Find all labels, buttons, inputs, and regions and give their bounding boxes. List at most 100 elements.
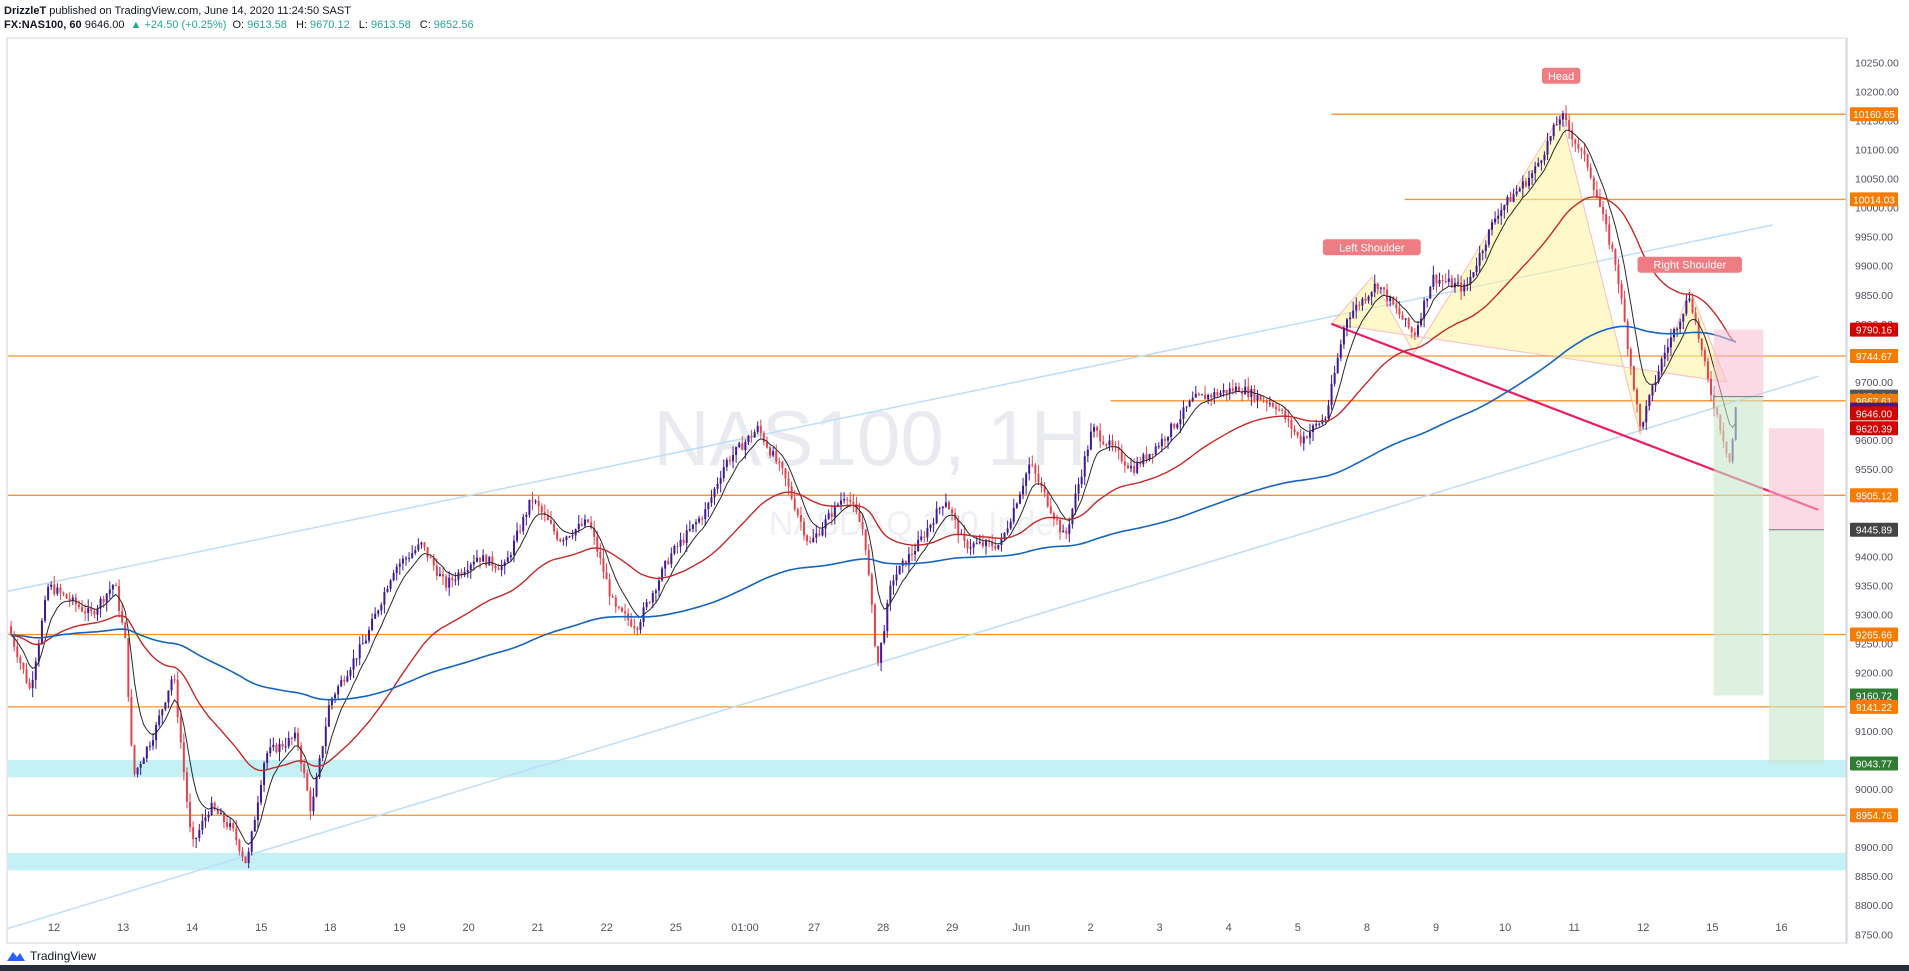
candle-body [364, 640, 367, 644]
annotation-label-1: Left Shoulder [1339, 242, 1405, 254]
candle-body [1398, 308, 1401, 315]
candle-body [77, 604, 80, 607]
candle-body [923, 536, 926, 538]
candle-body [806, 535, 809, 542]
y-tick-label: 8850.00 [1855, 871, 1893, 883]
candle-body [1685, 300, 1688, 314]
candle-body [571, 535, 574, 537]
candle-body [1561, 113, 1564, 120]
candle-body [525, 514, 528, 517]
candle-body [1364, 298, 1367, 301]
candle-body [1068, 524, 1071, 534]
candle-body [1521, 181, 1524, 189]
candle-body [781, 462, 784, 469]
support-zone-1 [8, 852, 1846, 871]
candle-body [281, 743, 284, 747]
x-tick-label: 4 [1226, 922, 1232, 934]
candle-body [605, 572, 608, 580]
candle-body [1611, 244, 1614, 249]
trade-0-stop-zone [1713, 329, 1764, 397]
candle-body [22, 662, 25, 670]
candle-body [787, 478, 790, 487]
author-name[interactable]: DrizzleT [4, 5, 47, 17]
candle-body [1361, 298, 1364, 306]
candle-body [1651, 385, 1654, 396]
candle-body [611, 596, 614, 598]
candle-body [1617, 264, 1620, 285]
candle-body [463, 571, 466, 575]
candle-body [1571, 130, 1574, 140]
watermark-line1: NAS100, 1H [653, 394, 1087, 482]
candle-body [796, 509, 799, 516]
candle-body [216, 809, 219, 815]
y-tick-label: 9100.00 [1855, 726, 1893, 738]
candle-body [1219, 392, 1222, 396]
tradingview-brand[interactable]: TradingView [6, 949, 96, 963]
candle-body [846, 499, 849, 501]
candle-body [398, 563, 401, 567]
candle-body [664, 561, 667, 569]
y-tick-label: 10050.00 [1855, 174, 1899, 186]
x-tick-label: 22 [601, 922, 613, 934]
candle-body [469, 564, 472, 570]
candle-body [383, 591, 386, 605]
high-label: H: [295, 19, 307, 31]
candle-body [617, 606, 620, 608]
x-tick-label: 12 [48, 922, 60, 934]
candle-body [978, 541, 981, 544]
candle-body [1253, 388, 1256, 401]
candle-body [1373, 283, 1376, 293]
candle-body [620, 607, 623, 612]
candle-body [670, 553, 673, 564]
candle-body [133, 745, 136, 775]
candle-body [207, 814, 210, 818]
candle-body [1679, 321, 1682, 330]
candle-body [691, 524, 694, 530]
candle-body [1345, 319, 1348, 329]
candle-body [451, 577, 454, 581]
candle-body [614, 597, 617, 607]
candle-body [1367, 296, 1370, 301]
candle-body [1620, 284, 1623, 299]
price-chart[interactable]: NAS100, 1H NASDAQ 100 Index Head Left Sho… [0, 0, 1909, 944]
candle-body [1614, 248, 1617, 265]
candle-body [13, 635, 16, 647]
candle-body [1065, 530, 1068, 534]
candle-body [269, 747, 272, 754]
candle-body [1089, 431, 1092, 450]
candle-body [170, 679, 173, 691]
ema-slow-line [11, 325, 1736, 701]
candle-body [957, 519, 960, 535]
candle-body [1071, 508, 1074, 525]
candle-body [1676, 329, 1679, 331]
candle-body [1271, 403, 1274, 407]
candle-body [741, 443, 744, 451]
candle-body [821, 528, 824, 536]
candle-body [685, 530, 688, 543]
candle-body [864, 529, 867, 550]
candle-body [321, 746, 324, 759]
candle-body [1469, 276, 1472, 285]
plot-frame [6, 37, 1848, 944]
price-label-bg-10014.03 [1850, 192, 1898, 207]
candle-body [256, 802, 259, 821]
candle-body [1540, 160, 1543, 163]
candle-body [306, 773, 309, 791]
candle-body [1435, 274, 1438, 284]
candle-body [1324, 418, 1327, 420]
candle-body [1154, 446, 1157, 455]
candle-body [25, 669, 28, 683]
candle-body [232, 823, 235, 829]
candle-body [1256, 394, 1259, 401]
candle-body [432, 557, 435, 566]
candle-body [1049, 506, 1052, 514]
candle-body [1586, 154, 1589, 168]
candle-body [1657, 371, 1660, 383]
annotation-label-2: Right Shoulder [1653, 260, 1726, 272]
candle-body [352, 658, 355, 670]
candle-body [855, 503, 858, 513]
candle-body [479, 557, 482, 562]
candle-body [130, 696, 133, 746]
candle-body [972, 543, 975, 548]
y-tick-label: 9700.00 [1855, 377, 1893, 389]
